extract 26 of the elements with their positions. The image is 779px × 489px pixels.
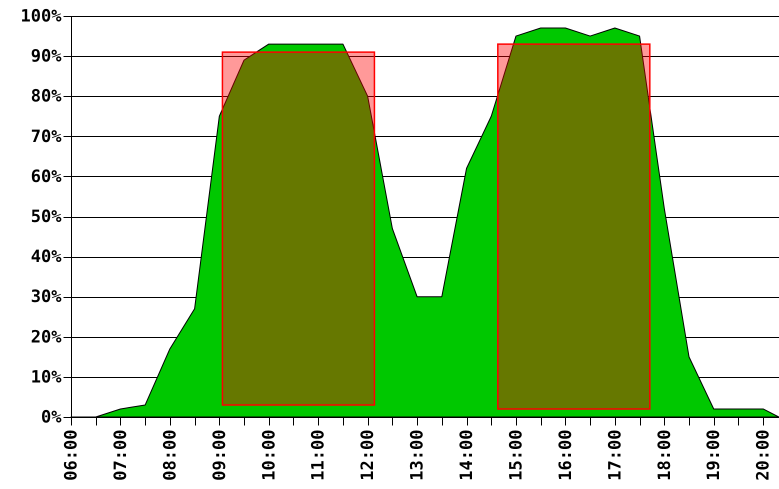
y-tick-label: 20% bbox=[30, 327, 62, 348]
x-tick-label: 16:00 bbox=[556, 430, 576, 481]
x-tick-label: 06:00 bbox=[62, 430, 82, 481]
y-tick-label: 10% bbox=[30, 367, 62, 388]
y-tick-label: 100% bbox=[20, 6, 62, 26]
y-tick-label: 90% bbox=[30, 46, 62, 67]
x-tick-label: 07:00 bbox=[110, 430, 131, 481]
x-tick-label: 11:00 bbox=[308, 430, 329, 481]
x-tick-label: 18:00 bbox=[654, 430, 675, 481]
y-tick-label: 60% bbox=[30, 166, 62, 187]
x-tick-label: 15:00 bbox=[506, 430, 526, 481]
x-tick-label: 12:00 bbox=[358, 430, 378, 481]
y-tick-label: 70% bbox=[30, 126, 62, 147]
x-tick-label: 08:00 bbox=[160, 430, 180, 481]
x-tick-label: 10:00 bbox=[259, 430, 280, 481]
x-tick-label: 13:00 bbox=[408, 430, 428, 481]
y-tick-label: 50% bbox=[30, 207, 62, 227]
x-tick-label: 14:00 bbox=[457, 430, 478, 481]
x-tick-label: 20:00 bbox=[754, 430, 774, 481]
y-tick-label: 30% bbox=[30, 287, 62, 308]
y-tick-label: 0% bbox=[41, 408, 62, 428]
x-tick-label: 09:00 bbox=[210, 430, 230, 481]
y-tick-label: 80% bbox=[30, 86, 62, 107]
y-tick-label: 40% bbox=[30, 247, 62, 268]
x-tick-label: 17:00 bbox=[605, 430, 626, 481]
x-tick-label: 19:00 bbox=[704, 430, 724, 481]
